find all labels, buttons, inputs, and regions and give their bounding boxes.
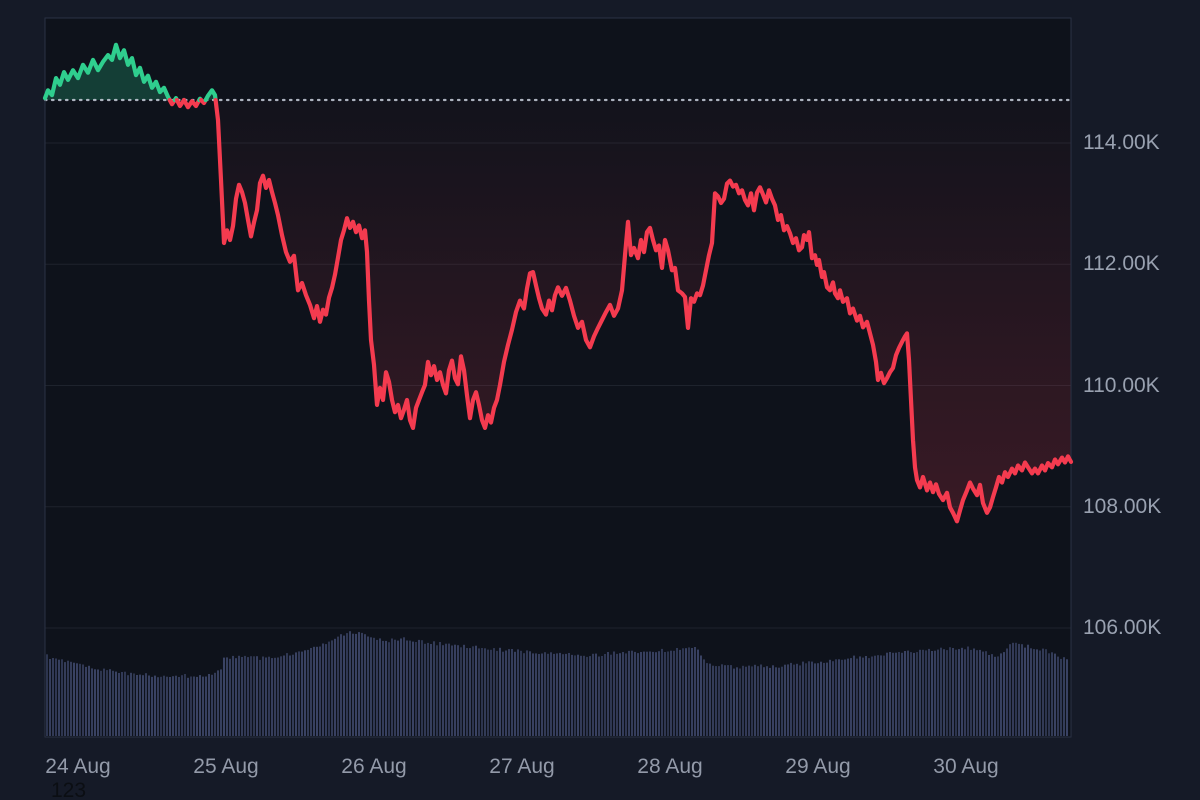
y-axis-label: 112.00K	[1083, 252, 1160, 276]
y-axis-label: 110.00K	[1083, 373, 1160, 397]
x-axis-label: 24 Aug	[45, 755, 111, 778]
x-axis-label: 30 Aug	[933, 755, 999, 778]
x-axis-label: 25 Aug	[193, 755, 259, 778]
y-axis-label: 108.00K	[1083, 494, 1162, 518]
x-axis-label: 27 Aug	[489, 755, 555, 778]
watermark-text: 123	[51, 779, 87, 800]
y-axis-label: 106.00K	[1083, 616, 1162, 639]
x-axis-label: 29 Aug	[785, 755, 851, 778]
x-axis-label: 28 Aug	[637, 755, 703, 778]
x-axis-label: 26 Aug	[341, 755, 407, 778]
y-axis-label: 114.00K	[1083, 131, 1160, 154]
